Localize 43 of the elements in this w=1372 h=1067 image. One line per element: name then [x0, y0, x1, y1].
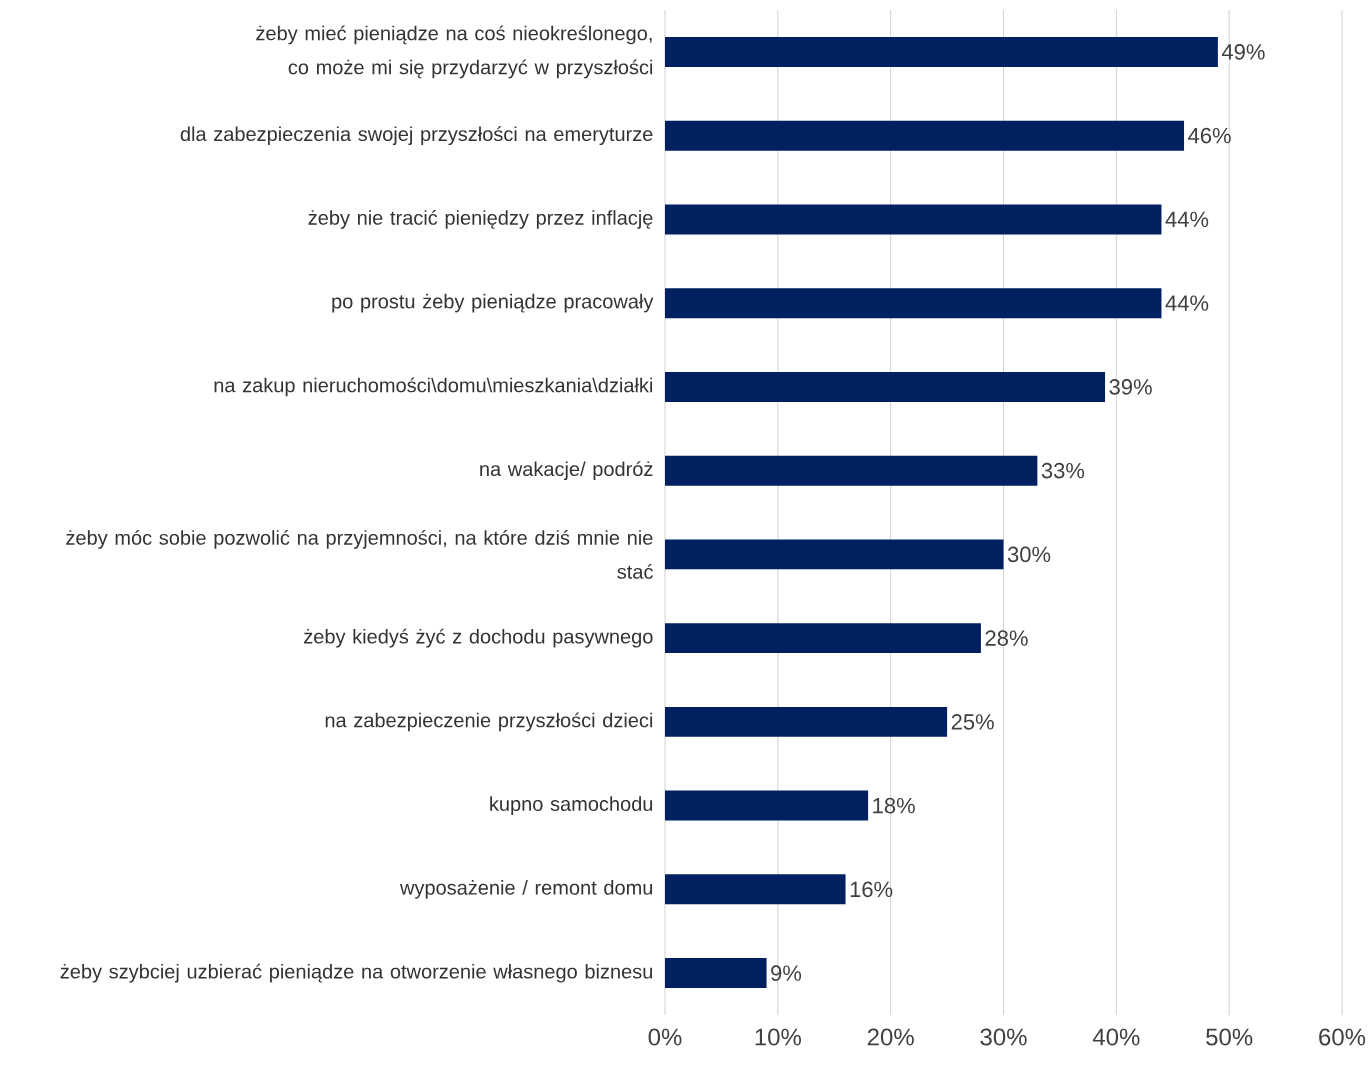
bar	[665, 36, 1218, 67]
y-tick-label: żeby kiedyś żyć z dochodu pasywnego	[304, 628, 653, 648]
bar	[665, 874, 846, 905]
data-label: 30%	[1007, 546, 1051, 563]
x-tick-label: 20%	[867, 1028, 914, 1046]
data-label: 16%	[850, 881, 893, 898]
bar	[665, 204, 1162, 235]
data-label: 46%	[1188, 127, 1231, 144]
y-tick-label: żeby nie tracić pieniędzy przez inflację	[308, 209, 653, 229]
y-tick-label: żeby móc sobie pozwolić na przyjemności, na które dziś mnie nie stać	[66, 529, 653, 579]
x-tick-label: 0%	[648, 1028, 682, 1046]
bar	[665, 790, 869, 821]
y-tick-label: żeby mieć pieniądze na coś nieokreślonego, co może mi się przydarzyć w przyszłości	[256, 25, 653, 79]
y-tick-label: żeby szybciej uzbierać pieniądze na otworzenie własnego biznesu	[60, 963, 653, 983]
x-tick-label: 50%	[1206, 1028, 1253, 1046]
bar	[665, 288, 1162, 319]
data-label: 9%	[771, 965, 802, 981]
bar	[665, 539, 1004, 570]
bar	[665, 120, 1185, 151]
data-label: 49%	[1221, 44, 1265, 60]
bar	[665, 706, 948, 737]
x-tick-label: 10%	[755, 1028, 801, 1046]
data-label: 18%	[873, 797, 915, 814]
y-tick-label: wyposażenie / remont domu	[399, 880, 653, 899]
y-tick-label: po prostu żeby pieniądze pracowały	[332, 293, 654, 313]
y-tick-label: na wakacje/ podróż	[480, 461, 653, 481]
data-label: 33%	[1041, 462, 1085, 479]
y-tick-label: na zabezpieczenie przyszłości dzieci	[325, 712, 653, 732]
y-tick-label: dla zabezpieczenia swojej przyszłości na emeryturze	[180, 126, 653, 146]
data-label: 44%	[1165, 295, 1209, 311]
x-tick-label: 60%	[1319, 1028, 1366, 1046]
x-tick-label: 40%	[1092, 1028, 1140, 1046]
data-label: 44%	[1165, 211, 1209, 228]
y-tick-label: na zakup nieruchomości\domu\mieszkania\działki	[214, 377, 653, 397]
bar	[665, 455, 1038, 486]
data-label: 28%	[985, 630, 1028, 646]
data-label: 39%	[1109, 379, 1152, 395]
y-tick-label: kupno samochodu	[490, 796, 653, 815]
bar	[665, 958, 767, 989]
x-tick-label: 30%	[980, 1028, 1027, 1046]
data-label: 25%	[951, 714, 994, 730]
bar	[665, 371, 1106, 402]
bar	[665, 623, 981, 654]
